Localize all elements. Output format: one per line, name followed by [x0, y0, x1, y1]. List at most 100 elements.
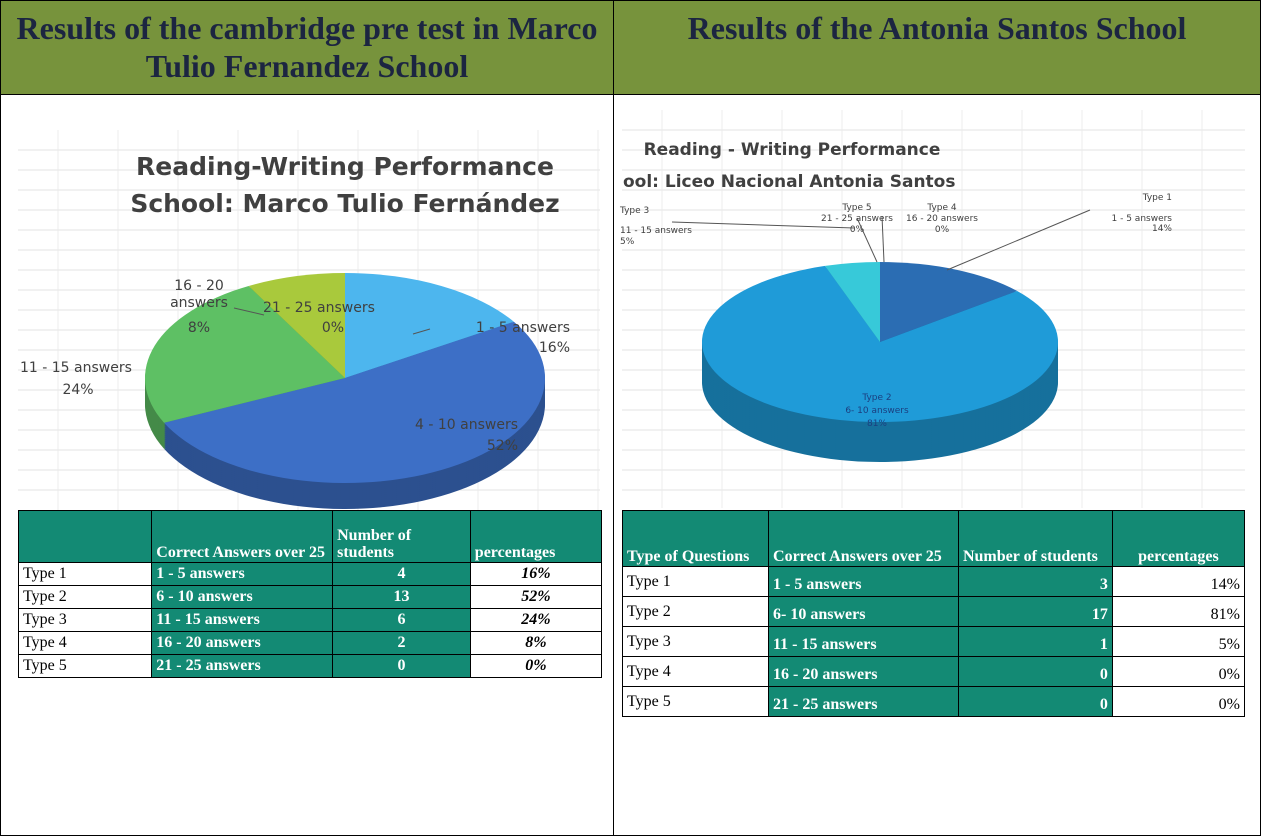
data-label: 0%: [934, 225, 950, 235]
table-row: Type 2 6- 10 answers 17 81%: [621, 596, 1246, 627]
data-label: Type 1: [1142, 193, 1172, 203]
leader-line: [946, 209, 1091, 271]
data-label: 14%: [1151, 224, 1172, 234]
table-cell: 4: [332, 562, 471, 586]
pie-slice: [880, 262, 1018, 342]
header-cell: Number of students: [332, 510, 471, 563]
data-label: 52%: [486, 438, 518, 454]
table-row: Type 5 21 - 25 answers 0 0%: [621, 686, 1246, 717]
header-right: Results of the Antonia Santos School: [613, 0, 1261, 95]
data-label: Type 4: [927, 203, 957, 213]
table-cell: Type 1: [621, 566, 770, 597]
table-cell: 24%: [469, 608, 603, 632]
data-label: 16 - 20 answers: [906, 214, 978, 224]
data-label: 16 - 20 answers: [170, 278, 228, 311]
pie-slice: [702, 265, 1058, 422]
table-cell: Type 1: [17, 562, 153, 586]
table-cell: 21 - 25 answers: [151, 654, 334, 678]
header-cell: percentages: [1111, 510, 1246, 567]
header-cell: [17, 510, 153, 563]
table-row: Type 5 21 - 25 answers 0 0%: [17, 654, 603, 678]
table-cell: 0: [957, 656, 1113, 687]
table-left: Correct Answers over 25 Number of student…: [17, 510, 603, 678]
header-row: Correct Answers over 25 Number of student…: [17, 510, 603, 563]
data-label: 11 - 15 answers: [20, 360, 132, 376]
table-cell: Type 5: [621, 686, 770, 717]
table-cell: 1: [957, 626, 1113, 657]
pie-slice: [145, 285, 345, 423]
table-cell: 16%: [469, 562, 603, 586]
pie-slice: [164, 321, 545, 484]
table-cell: 6- 10 answers: [768, 596, 959, 627]
table-cell: 1 - 5 answers: [151, 562, 334, 586]
data-label: 6- 10 answers: [845, 406, 909, 416]
chart-right: Reading - Writing Performance School: Lic…: [620, 110, 1245, 508]
table-row: Type 4 16 - 20 answers 0 0%: [621, 656, 1246, 687]
pie-slice: [345, 273, 514, 378]
chart-title: Reading - Writing Performance: [644, 140, 941, 160]
table-cell: 0%: [469, 654, 603, 678]
header-cell: percentages: [469, 510, 603, 563]
table-right: Type of Questions Correct Answers over 25…: [621, 510, 1246, 717]
table-cell: Type 2: [17, 585, 153, 609]
pie-slice: [248, 273, 345, 378]
header-cell: Correct Answers over 25: [768, 510, 959, 567]
leader-line: [881, 215, 885, 263]
pie-chart: Reading - Writing Performance School: Lic…: [622, 110, 1245, 508]
pie-slice: [824, 262, 880, 342]
data-label: 81%: [866, 419, 887, 429]
table-cell: 13: [332, 585, 471, 609]
table-row: Type 3 11 - 15 answers 6 24%: [17, 608, 603, 632]
table-row: Type 3 11 - 15 answers 1 5%: [621, 626, 1246, 657]
table-cell: 52%: [469, 585, 603, 609]
leader-line: [856, 217, 878, 263]
leader-line: [233, 307, 265, 316]
chart-title: Reading-Writing Performance: [136, 152, 554, 181]
data-label: 11 - 15 answers: [620, 226, 692, 236]
table-cell: 2: [332, 631, 471, 655]
data-label: 24%: [62, 382, 94, 398]
data-label: 21 - 25 answers: [821, 214, 893, 224]
leader-line: [671, 221, 855, 229]
table-cell: 1 - 5 answers: [768, 566, 959, 597]
chart-left: Reading-Writing Performance School: Marco…: [18, 130, 600, 510]
table-cell: 6: [332, 608, 471, 632]
table-cell: Type 4: [621, 656, 770, 687]
pie-chart: Reading-Writing Performance School: Marco…: [18, 130, 600, 510]
table-row: Type 4 16 - 20 answers 2 8%: [17, 631, 603, 655]
table-cell: 11 - 15 answers: [151, 608, 334, 632]
table-cell: 17: [957, 596, 1113, 627]
table-cell: Type 3: [621, 626, 770, 657]
data-label: 5%: [620, 237, 635, 247]
chart-title: School: Marco Tulio Fernández: [130, 189, 559, 218]
table-cell: 5%: [1111, 626, 1246, 657]
table-cell: Type 5: [17, 654, 153, 678]
table-cell: 6 - 10 answers: [151, 585, 334, 609]
data-label: 21 - 25 answers: [263, 300, 375, 316]
table-cell: 16 - 20 answers: [151, 631, 334, 655]
data-label: Type 5: [842, 203, 872, 213]
table-cell: 16 - 20 answers: [768, 656, 959, 687]
data-label: 1 - 5 answers: [475, 320, 570, 336]
header-cell: Type of Questions: [621, 510, 770, 567]
table-cell: 81%: [1111, 596, 1246, 627]
table-cell: Type 2: [621, 596, 770, 627]
data-label: 1 - 5 answers: [1111, 214, 1172, 224]
table-cell: 0%: [1111, 656, 1246, 687]
table-cell: 0: [332, 654, 471, 678]
data-label: 0%: [321, 320, 345, 336]
table-cell: 0%: [1111, 686, 1246, 717]
data-label: 4 - 10 answers: [415, 417, 518, 433]
table-cell: Type 4: [17, 631, 153, 655]
table-cell: Type 3: [17, 608, 153, 632]
table-cell: 3: [957, 566, 1113, 597]
leader-line: [412, 328, 431, 335]
data-label: 16%: [538, 340, 570, 356]
header-cell: Correct Answers over 25: [151, 510, 334, 563]
header-row: Type of Questions Correct Answers over 25…: [621, 510, 1246, 567]
table-cell: 14%: [1111, 566, 1246, 597]
